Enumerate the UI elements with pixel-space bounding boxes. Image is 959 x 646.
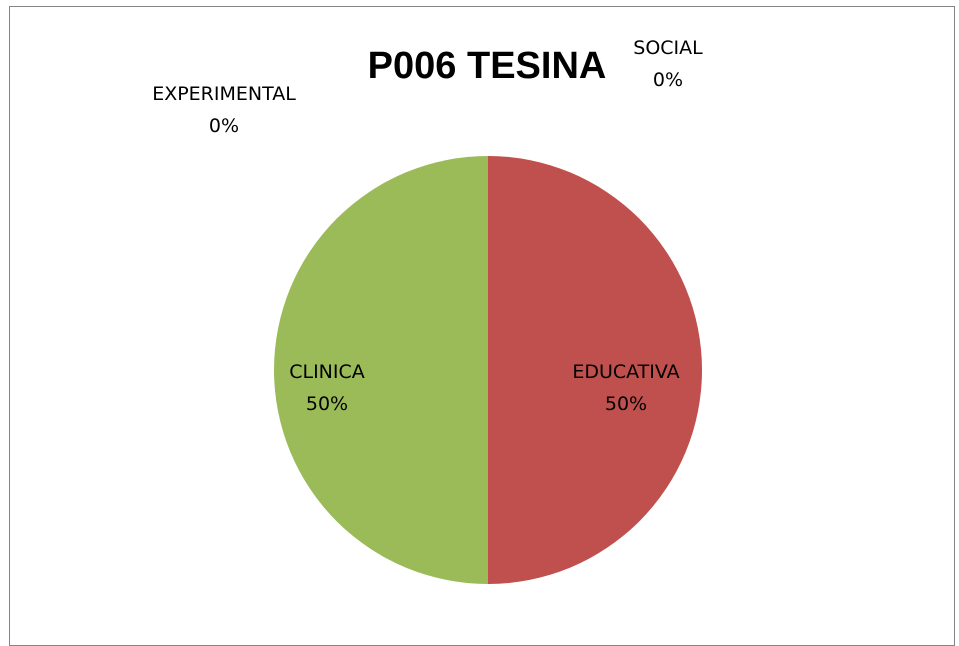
chart-title: P006 TESINA	[368, 45, 607, 87]
slice-labels: EDUCATIVA 50% CLINICA 50% EXPERIMENTAL 0% SOCI…	[152, 37, 703, 415]
slice-label-social: SOCIAL	[633, 37, 703, 59]
pie-slice-educativa	[488, 156, 702, 584]
slice-label-experimental: EXPERIMENTAL	[152, 83, 296, 105]
slice-label-educativa: EDUCATIVA	[572, 361, 679, 383]
pie-slices	[274, 156, 702, 584]
slice-percent-experimental: 0%	[209, 115, 239, 137]
slice-percent-social: 0%	[653, 69, 683, 91]
pie-slice-clinica	[274, 156, 488, 584]
slice-percent-educativa: 50%	[605, 393, 647, 415]
slice-label-clinica: CLINICA	[289, 361, 365, 383]
slice-percent-clinica: 50%	[306, 393, 348, 415]
